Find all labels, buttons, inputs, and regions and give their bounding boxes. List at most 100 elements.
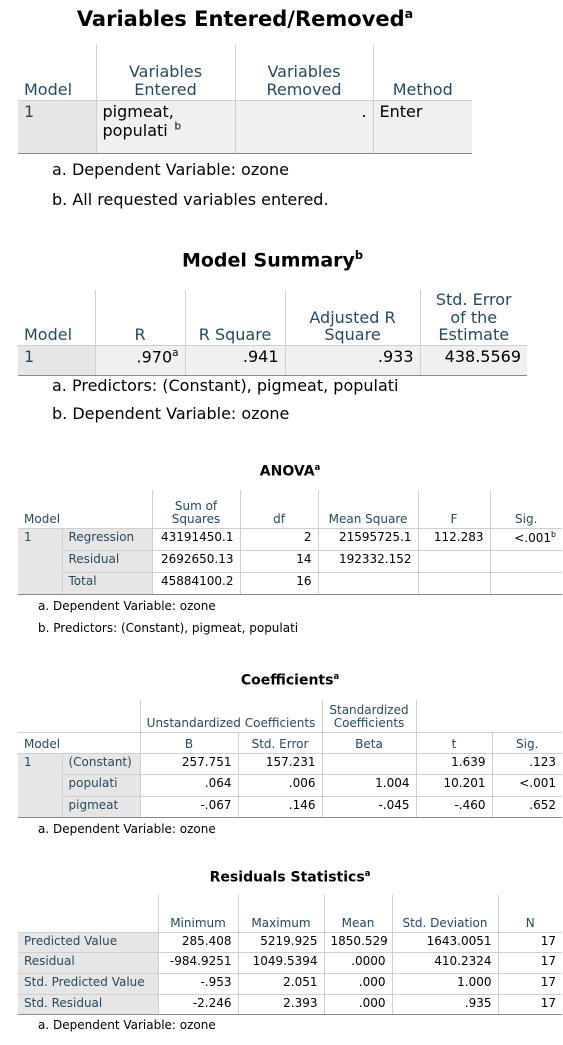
data-row: pigmeat -.067 .146 -.045 -.460 .652 — [18, 795, 562, 818]
data-row: 1 (Constant) 257.751 157.231 1.639 .123 — [18, 752, 562, 818]
value-cell — [489, 571, 562, 595]
footnote: b. Dependent Variable: ozone — [52, 404, 290, 423]
value-cell: .652 — [491, 795, 562, 818]
value-cell — [489, 549, 562, 573]
column-header: Sig. — [489, 490, 562, 529]
table: Minimum Maximum Mean Std. Deviation N Predict… — [18, 895, 562, 1016]
column-header: Minimum — [157, 895, 239, 933]
value-cell: 1643.0051 — [391, 931, 499, 954]
value-cell — [417, 571, 491, 595]
value-cell: Enter — [372, 99, 472, 154]
data-row: Residual 2692650.13 14 192332.152 — [18, 549, 562, 573]
cell-text: -.045 — [378, 797, 410, 812]
value-cell — [321, 752, 417, 775]
row-label: (Constant) — [62, 752, 141, 775]
value-cell: .933 — [284, 344, 421, 376]
footnote-marker: b — [551, 529, 556, 539]
table-title: Coefficientsa — [18, 671, 562, 689]
cell-text: 14 — [296, 551, 312, 566]
cell-text: 5219.925 — [260, 933, 318, 948]
cell-text: 17 — [540, 933, 556, 948]
table-title: Variables Entered/Removeda — [18, 6, 472, 31]
value-cell: 21595725.1 — [317, 527, 419, 551]
footnote: a. Dependent Variable: ozone — [52, 160, 289, 179]
value-cell: -.953 — [157, 972, 239, 995]
value-cell: .123 — [491, 752, 562, 775]
footnote: a. Dependent Variable: ozone — [38, 822, 216, 836]
row-label: populati — [62, 774, 141, 797]
cell-text: 1.004 — [375, 776, 410, 790]
model-cell: 1 — [18, 99, 97, 154]
column-header: Model — [18, 490, 153, 529]
cell-text: -2.246 — [192, 995, 232, 1010]
cell-text: .000 — [358, 995, 386, 1010]
value-cell: .941 — [184, 344, 286, 376]
data-row: Std. Predicted Value -.953 2.051 .000 1.000 1… — [18, 972, 562, 995]
value-cell: .064 — [139, 774, 239, 797]
column-header: Maximum — [237, 895, 325, 933]
footnote: b. Predictors: (Constant), pigmeat, popu… — [38, 621, 299, 635]
value-cell: -.067 — [139, 795, 239, 818]
value-cell: 2 — [239, 527, 319, 551]
value-cell: 1850.529 — [323, 931, 393, 954]
value-cell: 17 — [497, 993, 562, 1016]
value-cell: .146 — [237, 795, 323, 818]
cell-text: .652 — [529, 797, 556, 812]
footnote: a. Dependent Variable: ozone — [38, 599, 216, 613]
row-label: Total — [62, 571, 153, 595]
cell-text: .123 — [529, 754, 556, 769]
column-header: B — [139, 731, 239, 754]
column-header: Sig. — [491, 731, 562, 754]
data-row: 1.970a .941.933 438.5569 — [18, 344, 527, 376]
value-cell: .006 — [237, 774, 323, 797]
value-cell: 112.283 — [417, 527, 491, 551]
column-header: Model — [18, 731, 141, 754]
cell-text: 112.283 — [433, 529, 484, 544]
cell-text: 1.639 — [451, 754, 486, 769]
cell-text: 2692650.13 — [160, 551, 234, 566]
table-title: ANOVAa — [18, 462, 562, 480]
data-row: Predicted Value 285.408 5219.925 1850.529 16… — [18, 931, 562, 954]
value-cell: 410.2324 — [391, 952, 499, 974]
cell-text: .941 — [242, 346, 279, 366]
cell-text: 2 — [303, 529, 312, 544]
cell-text: 1643.0051 — [426, 933, 492, 948]
value-cell: 1.004 — [321, 774, 417, 797]
column-header: N — [497, 895, 562, 933]
cell-text: 21595725.1 — [338, 529, 412, 544]
row-label: Predicted Value — [18, 931, 159, 954]
cell-text: 257.751 — [181, 754, 232, 769]
value-cell: .000 — [323, 993, 393, 1016]
cell-text: 1850.529 — [330, 933, 388, 948]
cell-text: .064 — [204, 776, 232, 790]
row-label: Regression — [62, 527, 153, 551]
column-header: Std. Deviation — [391, 895, 499, 933]
cell-text: 17 — [540, 995, 556, 1010]
value-cell: 285.408 — [157, 931, 239, 954]
cell-text: 410.2324 — [434, 954, 492, 969]
column-header: Adjusted R Square — [284, 290, 421, 346]
row-label: pigmeat — [62, 795, 141, 818]
empty-header — [18, 700, 141, 733]
column-header: Model — [18, 45, 97, 101]
table: Model Variables Entered Variables Removed M… — [18, 45, 472, 154]
column-header: Mean Square — [317, 490, 419, 529]
row-label: Std. Predicted Value — [18, 972, 159, 995]
table-title: Residuals Statisticsa — [18, 868, 562, 886]
cell-text: .006 — [288, 776, 316, 790]
value-cell — [317, 571, 419, 595]
cell-text: <.001 — [519, 776, 556, 790]
cell-text: -984.9251 — [169, 954, 232, 969]
cell-text: .935 — [464, 995, 492, 1010]
value-cell: 16 — [239, 571, 319, 595]
column-header: t — [415, 731, 493, 754]
footnote-marker: a — [172, 346, 179, 359]
value-cell: .0000 — [323, 952, 393, 974]
cell-text: 2.393 — [283, 995, 318, 1010]
cell-text: .0000 — [351, 954, 386, 969]
table: Model Sum of Squares df Mean Square F Sig. 1 Re… — [18, 490, 562, 595]
cell-text: 45884100.2 — [160, 573, 234, 588]
header-row: Model Sum of Squares df Mean Square F Sig. — [18, 490, 562, 529]
title-note: a — [314, 462, 321, 472]
cell-text: 438.5569 — [444, 346, 521, 366]
